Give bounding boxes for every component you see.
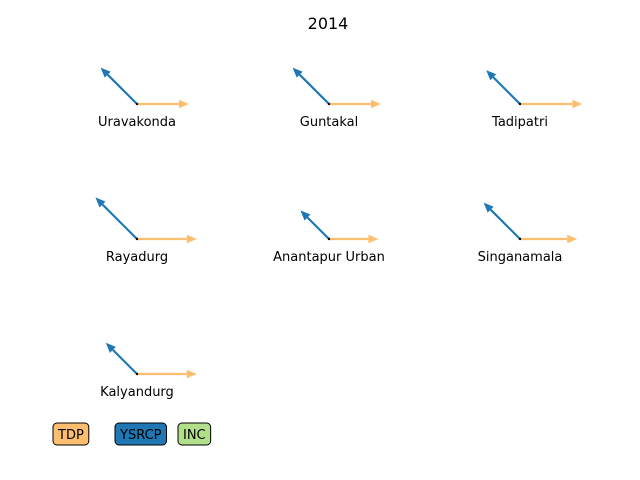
legend: TDP YSRCP INC — [52, 422, 212, 446]
origin-dot — [135, 237, 139, 241]
origin-dot — [327, 237, 331, 241]
legend-label: TDP — [57, 428, 84, 443]
legend-label: INC — [183, 428, 206, 443]
arrow-tdp-rayadurg — [137, 234, 197, 244]
constituency-panels: Uravakonda Guntakal Tadipatri Rayadurg Anant… — [95, 67, 583, 400]
origin-dot — [518, 237, 522, 241]
origin-dot — [327, 102, 331, 106]
arrow-ysrcp-guntakal — [292, 67, 330, 105]
constituency-label: Uravakonda — [98, 115, 176, 130]
arrow-tdp-guntakal — [329, 99, 381, 109]
constituency-label: Anantapur Urban — [273, 250, 385, 265]
arrow-ysrcp-anantapur-urban — [300, 210, 330, 240]
arrow-ysrcp-uravakonda — [100, 67, 138, 105]
arrow-tdp-tadipatri — [520, 99, 583, 109]
panel-rayadurg: Rayadurg — [95, 197, 197, 265]
arrow-tdp-singanamala — [520, 234, 578, 244]
arrow-tdp-uravakonda — [137, 99, 189, 109]
constituency-label: Singanamala — [478, 250, 563, 265]
constituency-label: Guntakal — [300, 115, 359, 130]
arrow-tdp-kalyandurg — [137, 369, 197, 379]
panel-guntakal: Guntakal — [292, 67, 381, 130]
origin-dot — [518, 102, 522, 106]
panel-kalyandurg: Kalyandurg — [100, 342, 197, 400]
origin-dot — [135, 372, 139, 376]
legend-label: YSRCP — [119, 428, 162, 443]
legend-item-ysrcp: YSRCP — [114, 422, 167, 446]
arrow-tdp-anantapur-urban — [329, 234, 379, 244]
constituency-label: Kalyandurg — [100, 385, 174, 400]
panel-anantapur-urban: Anantapur Urban — [273, 210, 385, 265]
constituency-label: Rayadurg — [106, 250, 168, 265]
arrow-ysrcp-kalyandurg — [105, 342, 138, 375]
arrow-ysrcp-rayadurg — [95, 197, 138, 240]
chart-title: 2014 — [308, 14, 349, 33]
panel-singanamala: Singanamala — [478, 202, 578, 265]
arrow-ysrcp-singanamala — [483, 202, 521, 240]
panel-uravakonda: Uravakonda — [98, 67, 189, 130]
origin-dot — [135, 102, 139, 106]
constituency-label: Tadipatri — [491, 115, 548, 130]
panel-tadipatri: Tadipatri — [486, 70, 583, 130]
arrow-ysrcp-tadipatri — [486, 70, 521, 105]
legend-item-tdp: TDP — [52, 422, 90, 446]
legend-item-inc: INC — [177, 422, 212, 446]
